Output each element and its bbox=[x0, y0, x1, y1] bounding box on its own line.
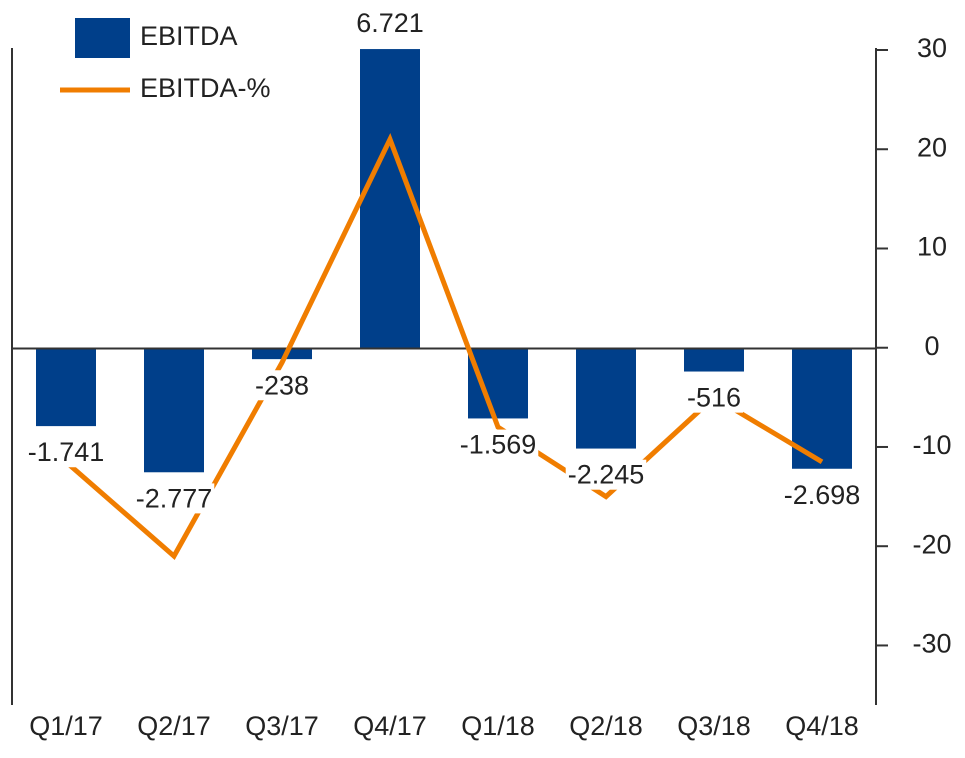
value-label-bg bbox=[457, 429, 539, 460]
value-label-bg bbox=[252, 370, 312, 401]
x-tick-label: Q2/18 bbox=[569, 711, 643, 741]
bar bbox=[468, 348, 528, 419]
x-tick-label: Q4/17 bbox=[353, 711, 427, 741]
value-label-bg bbox=[781, 479, 863, 510]
x-tick-label: Q2/17 bbox=[137, 711, 211, 741]
value-label: -2.245 bbox=[568, 460, 645, 490]
value-label-bg bbox=[25, 437, 107, 468]
value-label: -2.777 bbox=[136, 483, 213, 513]
y2-tick-label: -10 bbox=[912, 430, 951, 460]
value-label-bg bbox=[354, 8, 426, 39]
bar bbox=[576, 348, 636, 449]
value-label: -516 bbox=[687, 383, 741, 413]
line bbox=[64, 132, 824, 561]
y2-tick-label: 10 bbox=[917, 232, 947, 262]
value-label: -1.569 bbox=[460, 430, 537, 460]
y2-tick-label: 20 bbox=[917, 132, 947, 162]
x-tick-label: Q3/18 bbox=[677, 711, 751, 741]
value-label: 6.721 bbox=[356, 8, 424, 38]
y2-tick-label: -20 bbox=[912, 529, 951, 559]
value-label-bg bbox=[684, 382, 744, 413]
legend-label: EBITDA-% bbox=[140, 73, 271, 103]
y2-tick-label: -30 bbox=[912, 629, 951, 659]
legend-label: EBITDA bbox=[140, 21, 238, 51]
bar bbox=[252, 348, 312, 360]
x-tick-label: Q1/17 bbox=[29, 711, 103, 741]
bar bbox=[144, 348, 204, 473]
x-tick-label: Q1/18 bbox=[461, 711, 535, 741]
y2-tick-label: 30 bbox=[917, 33, 947, 63]
value-label: -238 bbox=[255, 370, 309, 400]
x-tick-label: Q3/17 bbox=[245, 711, 319, 741]
bar bbox=[684, 348, 744, 372]
value-label: -1.741 bbox=[28, 437, 105, 467]
x-tick-label: Q4/18 bbox=[785, 711, 859, 741]
legend-swatch bbox=[75, 18, 130, 58]
y2-tick-label: 0 bbox=[924, 331, 939, 361]
value-label: -2.698 bbox=[784, 480, 861, 510]
bar bbox=[36, 348, 96, 427]
value-label-bg bbox=[133, 483, 215, 514]
value-label-bg bbox=[565, 459, 647, 490]
